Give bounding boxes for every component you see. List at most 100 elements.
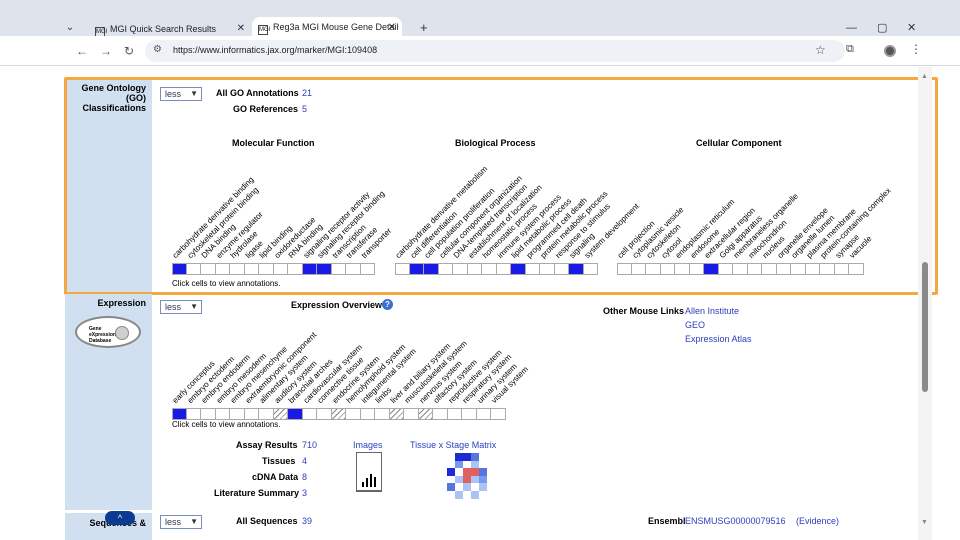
expression-atlas-link[interactable]: Expression Atlas — [685, 334, 752, 344]
scrollbar-thumb[interactable] — [922, 262, 928, 392]
annotation-cell[interactable] — [462, 408, 477, 420]
sequences-less-select[interactable]: less ▼ — [160, 515, 202, 529]
annotation-cell[interactable] — [820, 263, 835, 275]
back-arrow-icon[interactable]: ← — [76, 44, 88, 58]
close-tab-icon[interactable]: ✕ — [387, 22, 396, 33]
annotation-cell[interactable] — [302, 263, 317, 275]
annotation-cell[interactable] — [805, 263, 820, 275]
annotation-cell[interactable] — [733, 263, 748, 275]
more-menu-icon[interactable]: ⋮ — [910, 42, 922, 56]
annotation-cell[interactable] — [244, 408, 259, 420]
geo-link[interactable]: GEO — [685, 320, 706, 330]
all-go-annotations-link[interactable]: 21 — [302, 88, 313, 98]
profile-avatar[interactable] — [884, 45, 896, 57]
annotation-cell[interactable] — [433, 408, 448, 420]
annotation-cell[interactable] — [172, 408, 187, 420]
annotation-cell[interactable] — [583, 263, 598, 275]
literature-summary-link[interactable]: 3 — [302, 488, 308, 498]
annotation-cell[interactable] — [453, 263, 468, 275]
annotation-cell[interactable] — [317, 408, 332, 420]
annotation-cell[interactable] — [259, 263, 274, 275]
back-to-top-chevron-up-icon[interactable]: ^ — [105, 511, 135, 525]
annotation-cell[interactable] — [389, 408, 404, 420]
tab-reg3a-gene-detail[interactable]: MGI Reg3a MGI Mouse Gene Detail ✕ — [252, 17, 402, 37]
cdna-data-link[interactable]: 8 — [302, 472, 308, 482]
annotation-cell[interactable] — [346, 408, 361, 420]
annotation-cell[interactable] — [215, 263, 230, 275]
help-icon[interactable]: ? — [382, 299, 393, 310]
new-tab-plus-icon[interactable]: + — [420, 20, 428, 35]
annotation-cell[interactable] — [244, 263, 259, 275]
forward-arrow-icon[interactable]: → — [100, 44, 112, 58]
annotation-cell[interactable] — [395, 263, 410, 275]
annotation-cell[interactable] — [646, 263, 661, 275]
bookmark-star-icon[interactable]: ☆ — [815, 43, 826, 57]
annotation-cell[interactable] — [617, 263, 632, 275]
annotation-cell[interactable] — [476, 408, 491, 420]
annotation-cell[interactable] — [791, 263, 806, 275]
annotation-cell[interactable] — [511, 263, 526, 275]
page-scrollbar[interactable]: ▲ ▼ — [918, 67, 932, 540]
gxd-logo[interactable]: Gene eXpression Database — [75, 316, 141, 348]
all-sequences-link[interactable]: 39 — [302, 516, 313, 526]
annotation-cell[interactable] — [201, 408, 216, 420]
annotation-cell[interactable] — [849, 263, 864, 275]
go-less-select[interactable]: less ▼ — [160, 87, 202, 101]
assay-results-link[interactable]: 710 — [302, 440, 318, 450]
annotation-cell[interactable] — [496, 263, 511, 275]
tissues-link[interactable]: 4 — [302, 456, 308, 466]
annotation-cell[interactable] — [747, 263, 762, 275]
expression-less-select[interactable]: less ▼ — [160, 300, 202, 314]
images-link[interactable]: Images — [353, 440, 383, 450]
annotation-cell[interactable] — [438, 263, 453, 275]
annotation-cell[interactable] — [491, 408, 506, 420]
annotation-cell[interactable] — [346, 263, 361, 275]
scroll-up-arrow-icon[interactable]: ▲ — [921, 73, 928, 80]
evidence-link[interactable]: (Evidence) — [796, 516, 840, 526]
annotation-cell[interactable] — [409, 263, 424, 275]
annotation-cell[interactable] — [331, 263, 346, 275]
annotation-cell[interactable] — [482, 263, 497, 275]
annotation-cell[interactable] — [215, 408, 230, 420]
annotation-cell[interactable] — [317, 263, 332, 275]
annotation-cell[interactable] — [201, 263, 216, 275]
annotation-cell[interactable] — [375, 408, 390, 420]
scroll-down-arrow-icon[interactable]: ▼ — [921, 519, 928, 526]
annotation-cell[interactable] — [302, 408, 317, 420]
annotation-cell[interactable] — [288, 263, 303, 275]
annotation-cell[interactable] — [704, 263, 719, 275]
restore-icon[interactable]: ▢ — [877, 22, 888, 34]
annotation-cell[interactable] — [273, 263, 288, 275]
url-input[interactable]: ⚙ https://www.informatics.jax.org/marker… — [145, 40, 845, 62]
annotation-cell[interactable] — [172, 263, 187, 275]
minimize-icon[interactable]: — — [846, 22, 857, 34]
tissue-stage-matrix-link[interactable]: Tissue x Stage Matrix — [410, 440, 497, 450]
annotation-cell[interactable] — [360, 263, 375, 275]
annotation-cell[interactable] — [331, 408, 346, 420]
annotation-cell[interactable] — [631, 263, 646, 275]
annotation-cell[interactable] — [230, 408, 245, 420]
annotation-cell[interactable] — [689, 263, 704, 275]
images-thumbnail-lower[interactable] — [356, 469, 382, 491]
annotation-cell[interactable] — [540, 263, 555, 275]
annotation-cell[interactable] — [447, 408, 462, 420]
allen-institute-link[interactable]: Allen Institute — [685, 306, 740, 316]
annotation-cell[interactable] — [525, 263, 540, 275]
annotation-cell[interactable] — [776, 263, 791, 275]
annotation-cell[interactable] — [288, 408, 303, 420]
annotation-cell[interactable] — [259, 408, 274, 420]
annotation-cell[interactable] — [273, 408, 288, 420]
annotation-cell[interactable] — [569, 263, 584, 275]
annotation-cell[interactable] — [404, 408, 419, 420]
close-tab-icon[interactable]: ✕ — [236, 23, 245, 34]
go-references-link[interactable]: 5 — [302, 104, 308, 114]
annotation-cell[interactable] — [424, 263, 439, 275]
annotation-cell[interactable] — [360, 408, 375, 420]
annotation-cell[interactable] — [554, 263, 569, 275]
annotation-cell[interactable] — [230, 263, 245, 275]
tissue-stage-matrix-thumbnail[interactable] — [447, 453, 495, 499]
ensembl-id-link[interactable]: ENSMUSG00000079516 — [685, 516, 786, 526]
annotation-cell[interactable] — [718, 263, 733, 275]
annotation-cell[interactable] — [660, 263, 675, 275]
tab-search-chevron-down-icon[interactable]: ⌄ — [65, 22, 75, 33]
